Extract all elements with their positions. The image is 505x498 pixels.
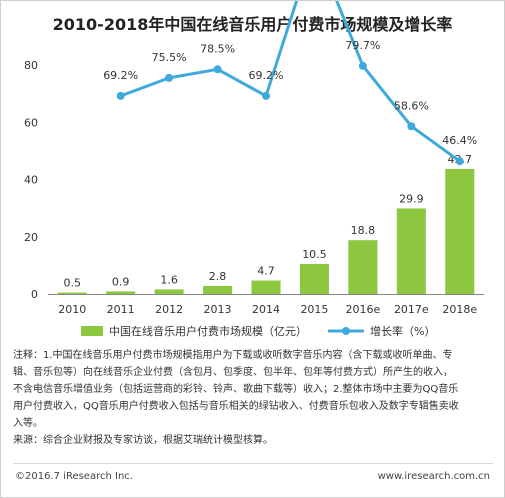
growth-value-label: 69.2% [103, 69, 138, 82]
y-tick-label: 0 [31, 288, 38, 301]
bar [154, 289, 184, 294]
note-line-1: 注释：1.中国在线音乐用户付费市场规模指用户为下载或收听数字音乐内容（含下载或收… [13, 350, 453, 361]
bar [348, 240, 378, 294]
chart-plot: 0204060800.50.91.62.84.710.518.829.943.7… [24, 1, 484, 338]
bar [299, 263, 329, 294]
growth-value-label: 75.5% [152, 51, 187, 64]
x-tick-label: 2012 [155, 303, 183, 316]
source-note: 来源：综合企业财报及专家访谈，根据艾瑞统计模型核算。 [13, 435, 273, 446]
note-line-2: 辑、音乐包等）向在线音乐企业付费（含包月、包季度、包半年、包年等付费方式）所产生… [13, 367, 453, 378]
chart-title: 2010-2018年中国在线音乐用户付费市场规模及增长率 [52, 15, 453, 34]
x-tick-label: 2013 [204, 303, 232, 316]
bar [445, 168, 475, 294]
growth-point [455, 157, 464, 166]
bar-value-label: 29.9 [399, 192, 424, 205]
bar-value-label: 2.8 [209, 270, 227, 283]
growth-point [407, 122, 416, 131]
x-tick-label: 2011 [107, 303, 135, 316]
bar-value-label: 10.5 [302, 248, 327, 261]
growth-point [116, 91, 125, 100]
note-line-5: 入等。 [13, 418, 43, 429]
y-tick-label: 40 [24, 174, 38, 187]
growth-line [120, 1, 461, 163]
bar-value-label: 4.7 [257, 265, 275, 278]
legend-bar-label: 中国在线音乐用户付费市场规模（亿元） [109, 324, 307, 338]
footer-divider [13, 463, 493, 464]
growth-value-label: 58.6% [394, 99, 429, 112]
x-tick-label: 2016e [346, 303, 381, 316]
y-tick-label: 80 [24, 59, 38, 72]
bar-value-label: 18.8 [351, 224, 376, 237]
bar-value-label: 1.6 [160, 273, 178, 286]
growth-point [358, 61, 367, 70]
legend-line-label: 增长率（%） [370, 324, 435, 338]
bar [396, 208, 426, 294]
x-tick-label: 2010 [58, 303, 86, 316]
bar-value-label: 0.9 [112, 275, 130, 288]
bar [106, 291, 136, 294]
copyright-text: ©2016.7 iResearch Inc. [15, 471, 133, 482]
bar [251, 280, 281, 294]
x-tick-label: 2018e [442, 303, 477, 316]
bar [57, 292, 87, 294]
legend-line-marker [342, 327, 350, 335]
note-line-3: 不含电信音乐增值业务（包括运营商的彩铃、铃声、歌曲下载等）收入；2.整体市场中主… [13, 384, 459, 395]
growth-point [213, 65, 222, 74]
bar-value-label: 0.5 [63, 277, 81, 290]
legend-bar-swatch [81, 326, 103, 336]
chart-notes: 注释：1.中国在线音乐用户付费市场规模指用户为下载或收听数字音乐内容（含下载或收… [13, 347, 493, 449]
growth-value-label: 79.7% [345, 39, 380, 52]
growth-point [262, 91, 270, 100]
x-tick-label: 2017e [394, 303, 429, 316]
growth-value-label: 78.5% [200, 42, 235, 55]
y-tick-label: 60 [24, 116, 38, 129]
note-line-4: 用户付费收入，QQ音乐用户付费收入包括与音乐相关的绿钻收入、付费音乐包收入及数字… [13, 401, 459, 412]
x-tick-label: 2015 [300, 303, 328, 316]
x-tick-label: 2014 [252, 303, 280, 316]
growth-point [165, 73, 174, 82]
growth-value-label: 69.2% [249, 69, 284, 82]
y-tick-label: 20 [24, 231, 38, 244]
growth-value-label: 46.4% [442, 134, 477, 147]
bar [203, 285, 233, 294]
website-text: www.iresearch.com.cn [377, 471, 490, 482]
